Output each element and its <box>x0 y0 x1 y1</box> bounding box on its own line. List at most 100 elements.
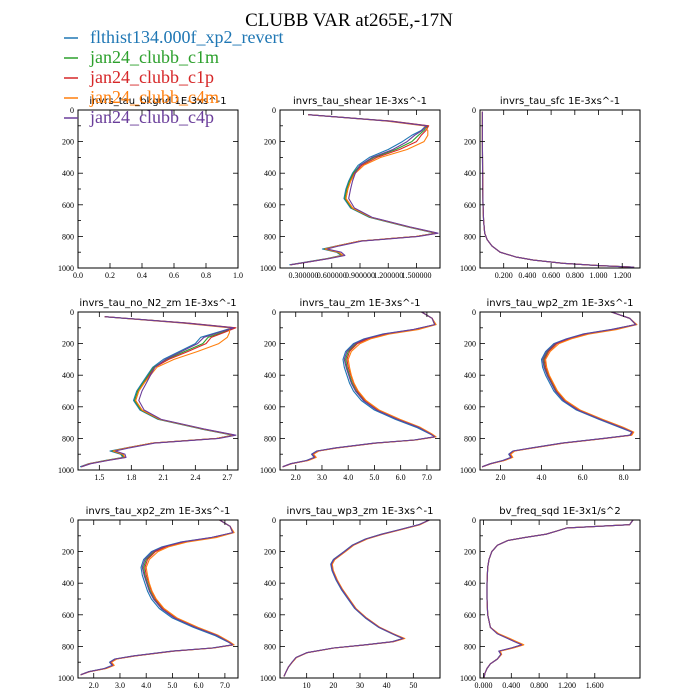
panel-8: bv_freq_sqd 1E-3x1/s^2020040060080010000… <box>460 506 641 690</box>
y-tick-label: 0 <box>70 516 74 525</box>
panels: invrs_tau_bkgnd 1E-3xs^-1020040060080010… <box>58 96 641 690</box>
legend-label: jan24_clubb_c1m <box>89 47 219 67</box>
series-line-2 <box>80 520 235 676</box>
y-tick-label: 400 <box>264 579 276 588</box>
x-tick-label: 1.5 <box>94 473 104 482</box>
x-tick-label: 2.0 <box>496 473 506 482</box>
series-group <box>483 520 634 678</box>
x-tick-label: 50 <box>409 681 417 690</box>
y-tick-label: 1000 <box>58 466 74 475</box>
series-line-2 <box>290 114 438 266</box>
plot-frame <box>279 311 441 471</box>
x-tick-label: 5.0 <box>369 473 379 482</box>
series-line-3 <box>481 312 638 468</box>
y-tick-label: 800 <box>62 642 74 651</box>
x-tick-label: 10 <box>303 681 311 690</box>
x-tick-label: 4.0 <box>141 681 151 690</box>
y-tick-label: 600 <box>62 611 74 620</box>
series-line-1 <box>290 114 437 266</box>
x-tick-label: 0.000 <box>474 681 492 690</box>
figure-title: CLUBB VAR at265E,-17N <box>245 10 453 31</box>
x-tick-label: 2.4 <box>190 473 200 482</box>
y-tick-label: 0 <box>272 308 276 317</box>
y-tick-label: 600 <box>464 201 476 210</box>
x-tick-label: 1.600 <box>586 681 604 690</box>
series-line-4 <box>481 111 635 268</box>
x-tick-label: 1.000 <box>590 271 608 280</box>
x-tick-label: 0.400 <box>518 271 536 280</box>
x-tick-label: 40 <box>383 681 391 690</box>
x-tick-label: 0.4 <box>137 271 147 280</box>
x-tick-label: 4.0 <box>537 473 547 482</box>
legend: flthist134.000f_xp2_revertjan24_clubb_c1… <box>64 27 283 127</box>
x-tick-label: 1.0 <box>233 271 243 280</box>
plot-frame <box>479 519 641 679</box>
series-line-2 <box>81 316 237 468</box>
series-group <box>283 520 430 677</box>
panel-3: invrs_tau_no_N2_zm 1E-3xs^-1 0 200 400 600 80… <box>58 298 239 482</box>
panel-1: invrs_tau_shear 1E-3xs^-1 0 200 400 600 800 10… <box>260 96 441 280</box>
series-line-3 <box>481 111 635 268</box>
series-line-3 <box>81 316 236 468</box>
legend-item: jan24_clubb_c1p <box>64 67 214 87</box>
series-line-4 <box>282 312 436 468</box>
y-tick-label: 800 <box>464 642 476 651</box>
x-tick-label: 7.0 <box>220 681 230 690</box>
y-tick-label: 200 <box>464 548 476 557</box>
y-tick-label: 200 <box>264 138 276 147</box>
x-tick-label: 0.800 <box>530 681 548 690</box>
legend-item: flthist134.000f_xp2_revert <box>64 27 283 47</box>
series-line-3 <box>290 114 438 266</box>
panel-title: invrs_tau_zm 1E-3xs^-1 <box>299 298 420 309</box>
plot-frame <box>479 109 641 269</box>
y-tick-label: 0 <box>70 308 74 317</box>
series-line-2 <box>483 520 634 678</box>
x-tick-label: 0.900000 <box>345 271 375 280</box>
series-line-0 <box>282 312 436 468</box>
panel-title: invrs_tau_xp2_zm 1E-3xs^-1 <box>86 506 231 517</box>
panel-6: invrs_tau_xp2_zm 1E-3xs^-1 0 200 400 600 800 1… <box>58 506 239 690</box>
y-tick-label: 1000 <box>260 466 276 475</box>
x-tick-label: 1.200 <box>613 271 631 280</box>
y-tick-label: 400 <box>62 371 74 380</box>
panel-title: invrs_tau_bkgnd 1E-3xs^-1 <box>89 96 226 107</box>
x-tick-label: 6.0 <box>194 681 204 690</box>
y-tick-label: 600 <box>264 403 276 412</box>
y-tick-label: 200 <box>264 548 276 557</box>
x-tick-label: 0.600000 <box>317 271 347 280</box>
y-tick-label: 1000 <box>260 264 276 273</box>
y-tick-label: 800 <box>62 434 74 443</box>
series-line-4 <box>80 520 234 676</box>
x-tick-label: 0.400 <box>502 681 520 690</box>
y-tick-label: 200 <box>464 138 476 147</box>
x-tick-label: 5.0 <box>167 681 177 690</box>
y-tick-label: 800 <box>264 434 276 443</box>
y-tick-label: 1000 <box>58 264 74 273</box>
y-tick-label: 400 <box>62 579 74 588</box>
y-tick-label: 0 <box>272 106 276 115</box>
panel-title: invrs_tau_wp2_zm 1E-3xs^-1 <box>487 298 634 309</box>
y-tick-label: 600 <box>62 201 74 210</box>
legend-label: jan24_clubb_c1p <box>89 67 214 87</box>
panel-title: invrs_tau_sfc 1E-3xs^-1 <box>500 96 620 107</box>
plot-frame <box>77 109 239 269</box>
series-line-1 <box>282 312 436 468</box>
x-tick-label: 2.0 <box>291 473 301 482</box>
x-tick-label: 0.0 <box>73 271 83 280</box>
y-tick-label: 200 <box>62 548 74 557</box>
y-tick-label: 600 <box>264 611 276 620</box>
y-tick-label: 1000 <box>58 674 74 683</box>
series-line-0 <box>289 114 436 266</box>
y-tick-label: 400 <box>264 371 276 380</box>
y-tick-label: 1000 <box>260 674 276 683</box>
y-tick-label: 1000 <box>460 264 476 273</box>
y-tick-label: 400 <box>464 371 476 380</box>
y-tick-label: 800 <box>264 642 276 651</box>
x-tick-label: 0.300000 <box>289 271 319 280</box>
x-tick-label: 1.8 <box>126 473 136 482</box>
series-group <box>481 312 638 468</box>
x-tick-label: 0.800 <box>566 271 584 280</box>
series-group <box>80 520 235 676</box>
legend-label: jan24_clubb_c4m <box>89 87 219 107</box>
